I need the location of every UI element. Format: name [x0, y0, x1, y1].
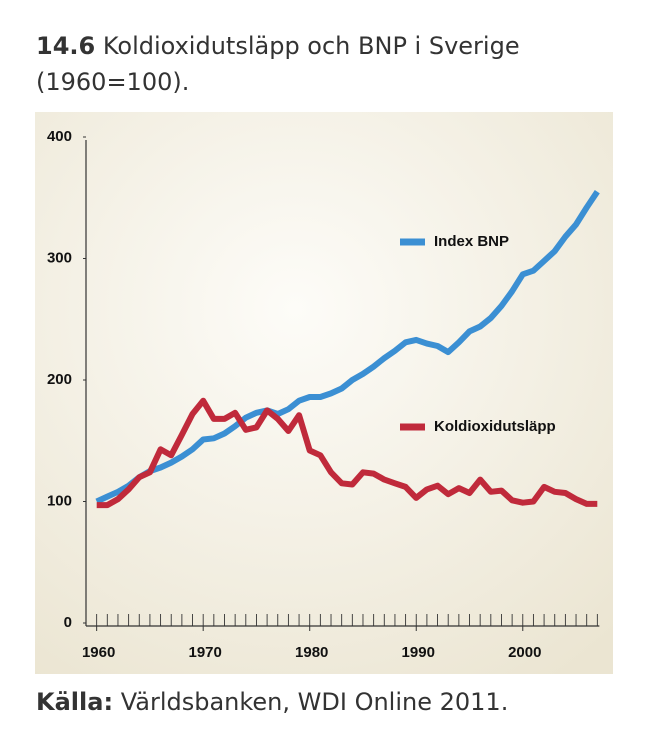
- source-label: Källa:: [36, 688, 114, 716]
- chart: 0 100 200 300 400 1960 1970 1980 1990 2000 Index B…: [35, 112, 613, 674]
- figure-heading: 14.6 Koldioxidutsläpp och BNP i Sverige …: [36, 28, 616, 100]
- legend-label: Index BNP: [434, 233, 509, 250]
- x-tick-label: 1960: [82, 644, 115, 661]
- y-tick-label: 400: [47, 128, 72, 145]
- data-line: [95, 190, 600, 505]
- x-tick-label: 1980: [295, 644, 328, 661]
- x-tick-label: 1990: [402, 644, 435, 661]
- source-text: Världsbanken, WDI Online 2011.: [120, 688, 509, 716]
- y-tick-label: 200: [47, 371, 72, 388]
- chart-title: Koldioxidutsläpp och BNP i Sverige (1960…: [36, 32, 520, 96]
- x-tick-label: 1970: [188, 644, 221, 661]
- legend-label: Koldioxidutsläpp: [434, 418, 556, 435]
- y-tick-label: 300: [47, 249, 72, 266]
- figure-number: 14.6: [36, 32, 96, 60]
- data-line: [96, 397, 598, 509]
- y-tick-label: 0: [64, 614, 72, 631]
- x-tick-label: 2000: [508, 644, 541, 661]
- source-note: Källa: Världsbanken, WDI Online 2011.: [36, 684, 508, 720]
- y-tick-label: 100: [47, 492, 72, 509]
